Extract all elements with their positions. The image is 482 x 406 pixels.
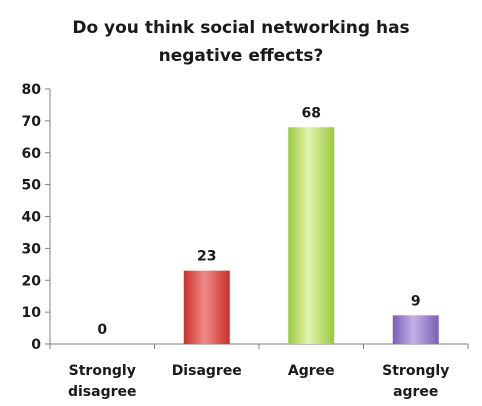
category-label: Strongly: [382, 363, 449, 379]
y-tick-label: 70: [22, 114, 42, 130]
chart-title-line-1: Do you think social networking has: [72, 18, 409, 38]
y-tick-label: 40: [22, 210, 42, 226]
chart-title-line-2: negative effects?: [159, 46, 324, 66]
data-label: 9: [411, 293, 421, 309]
bar: [392, 315, 439, 344]
chart-labels: 0 Strongly disagree 23 Disagree 68 Agree 9 Stron…: [68, 105, 449, 400]
data-label: 0: [97, 322, 107, 338]
category-label: Disagree: [172, 363, 242, 379]
category-label: Strongly: [69, 363, 136, 379]
y-tick-label: 30: [22, 241, 42, 257]
data-label: 68: [302, 105, 321, 121]
chart-axes: 0 10 20 30 40 50 60 70 80: [22, 82, 469, 353]
y-tick-label: 60: [22, 146, 42, 162]
chart-bars: [183, 127, 439, 344]
category-label: Agree: [288, 363, 335, 379]
y-tick-label: 80: [22, 82, 42, 98]
y-tick-label: 20: [22, 273, 42, 289]
y-tick-label: 50: [22, 178, 42, 194]
bar: [183, 270, 230, 344]
category-label: agree: [393, 384, 438, 400]
data-label: 23: [197, 249, 216, 265]
bar: [288, 127, 335, 344]
y-tick-label: 0: [31, 337, 41, 353]
category-label: disagree: [68, 384, 137, 400]
y-tick-label: 10: [22, 305, 42, 321]
